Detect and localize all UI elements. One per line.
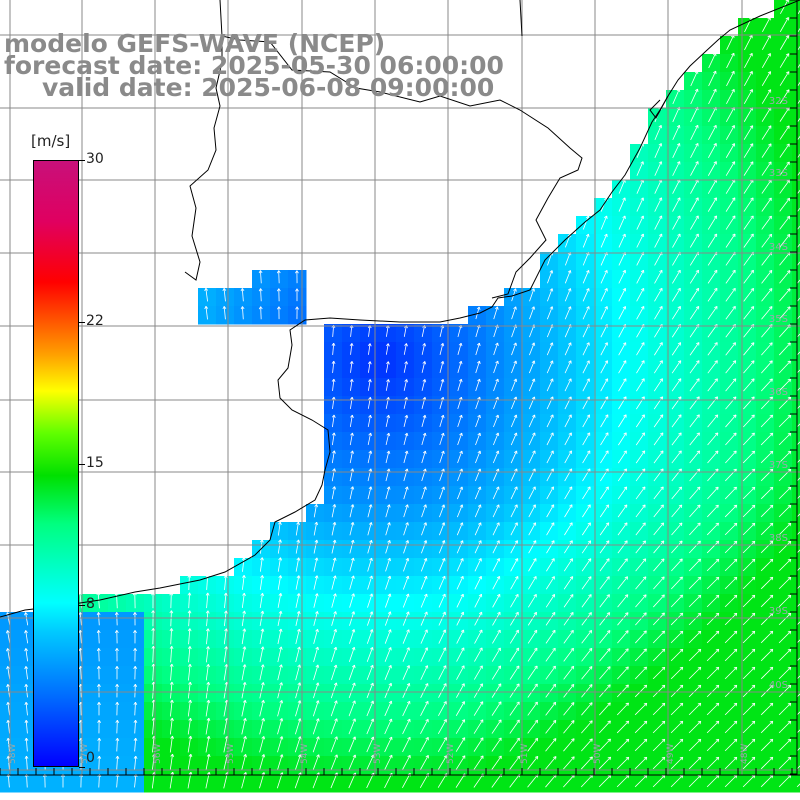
wind-cell: [792, 594, 800, 613]
wind-cell: [792, 216, 800, 235]
wind-cell: [792, 774, 800, 793]
wind-cell: [792, 270, 800, 289]
wind-cell: [792, 306, 800, 325]
wind-cell: [792, 342, 800, 361]
wind-cell: [792, 630, 800, 649]
latitude-label: 39S: [769, 606, 788, 617]
latitude-label: 33S: [769, 168, 788, 179]
wind-cell: [792, 666, 800, 685]
wind-cell: [792, 180, 800, 199]
latitude-label: 38S: [769, 533, 788, 544]
colorbar-tick-label: 8: [86, 596, 95, 613]
longitude-label: 54W: [300, 744, 310, 764]
wind-cell: [792, 36, 800, 55]
colorbar-tick-label: 22: [86, 312, 104, 329]
wind-cell: [792, 684, 800, 703]
wind-cell: [792, 540, 800, 559]
longitude-label: 55W: [226, 744, 236, 764]
colorbar-tick-label: 0: [86, 750, 95, 766]
latitude-label: 32S: [769, 96, 788, 107]
wind-cell: [792, 450, 800, 469]
wind-cell: [792, 198, 800, 217]
wind-cell: [792, 108, 800, 127]
wind-cell: [792, 126, 800, 145]
wind-cell: [792, 558, 800, 577]
wind-cell: [792, 324, 800, 343]
wind-cell: [792, 504, 800, 523]
wind-cell: [792, 378, 800, 397]
colorbar-tick-mark: [79, 463, 85, 465]
wind-cell: [792, 612, 800, 631]
wind-cell: [792, 720, 800, 739]
longitude-label: 50W: [593, 744, 603, 764]
wind-cell: [792, 162, 800, 181]
wind-cell: [792, 234, 800, 253]
wind-cell: [792, 18, 800, 37]
wind-cell: [792, 702, 800, 721]
colorbar-unit: [m/s]: [31, 132, 71, 150]
wind-cell: [792, 72, 800, 91]
colorbar-tick-mark: [79, 160, 85, 161]
colorbar-tick-mark: [79, 767, 85, 768]
wind-cell: [792, 252, 800, 271]
wind-cell: [792, 360, 800, 379]
wind-cell: [792, 576, 800, 595]
longitude-label: 51W: [520, 744, 530, 764]
wind-cell: [792, 738, 800, 757]
wind-cell: [792, 756, 800, 775]
longitude-label: 58W: [8, 744, 18, 764]
latitude-label: 36S: [769, 387, 788, 398]
longitude-label: 52W: [446, 744, 456, 764]
wind-cell: [792, 144, 800, 163]
colorbar-tick-label: 15: [86, 454, 104, 471]
latitude-label: 35S: [769, 314, 788, 325]
wind-cell: [792, 54, 800, 73]
colorbar-tick-mark: [79, 321, 85, 323]
longitude-label: 48W: [740, 744, 750, 764]
wind-cell: [792, 414, 800, 433]
wind-cell: [792, 396, 800, 415]
longitude-label: 49W: [666, 744, 676, 764]
wind-cell: [792, 522, 800, 541]
wind-cell: [792, 468, 800, 487]
colorbar-tick-mark: [79, 605, 85, 607]
valid-date: valid date: 2025-06-08 09:00:00: [42, 73, 495, 102]
colorbar: [33, 160, 79, 767]
wind-cell: [792, 486, 800, 505]
latitude-label: 37S: [769, 460, 788, 471]
longitude-label: 56W: [153, 744, 163, 764]
latitude-label: 40S: [769, 680, 788, 691]
wind-cell: [792, 432, 800, 451]
longitude-label: 53W: [373, 744, 383, 764]
latitude-label: 34S: [769, 242, 788, 253]
wind-cell: [792, 0, 800, 19]
wind-cell: [792, 288, 800, 307]
colorbar-tick-label: 30: [86, 151, 104, 167]
wind-cell: [792, 648, 800, 667]
wind-cell: [792, 90, 800, 109]
